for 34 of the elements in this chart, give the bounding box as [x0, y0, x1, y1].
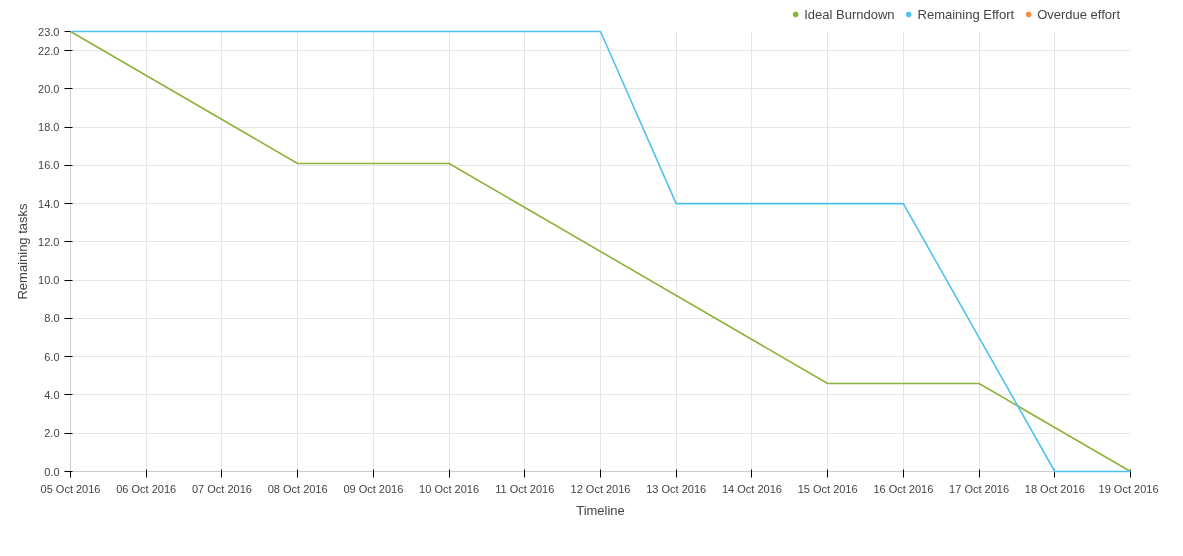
- y-tick-label: 4.0: [44, 388, 60, 401]
- y-tick-label: 20.0: [38, 82, 60, 95]
- y-tick-label: 16.0: [38, 159, 60, 172]
- x-tick-label: 09 Oct 2016: [343, 482, 404, 495]
- x-tick-label: 16 Oct 2016: [873, 482, 934, 495]
- x-tick-label: 15 Oct 2016: [797, 482, 858, 495]
- line-series: [69, 30, 1132, 473]
- y-tick-label: 8.0: [44, 312, 60, 325]
- legend-label: Overdue effort: [1037, 6, 1120, 22]
- y-tick-label: 23.0: [38, 25, 60, 38]
- x-tick-label: 08 Oct 2016: [267, 482, 328, 495]
- y-tick-label: 22.0: [38, 44, 60, 57]
- y-tick-label: 0.0: [44, 465, 60, 478]
- y-tick-label: 12.0: [38, 235, 60, 248]
- y-tick-label: 10.0: [38, 274, 60, 287]
- x-tick-label: 17 Oct 2016: [949, 482, 1010, 495]
- x-tick-label: 13 Oct 2016: [646, 482, 707, 495]
- y-tick-label: 6.0: [44, 350, 60, 363]
- x-tick-label: 19 Oct 2016: [1098, 482, 1159, 495]
- legend-label: Ideal Burndown: [804, 6, 895, 22]
- y-axis-title: Remaining tasks: [15, 202, 31, 300]
- x-tick-label: 12 Oct 2016: [570, 482, 631, 495]
- x-tick-label: 14 Oct 2016: [721, 482, 782, 495]
- x-tick-label: 05 Oct 2016: [40, 482, 101, 495]
- y-tick-label: 18.0: [38, 121, 60, 134]
- legend-label: Remaining Effort: [917, 6, 1015, 22]
- x-tick-label: 06 Oct 2016: [116, 482, 177, 495]
- x-tick-label: 10 Oct 2016: [419, 482, 480, 495]
- y-tick-label: 14.0: [38, 197, 60, 210]
- x-axis-title: Timeline: [576, 502, 625, 518]
- x-tick-label: 07 Oct 2016: [191, 482, 252, 495]
- y-tick-label: 2.0: [44, 427, 60, 440]
- x-tick-label: 11 Oct 2016: [495, 482, 555, 495]
- x-tick-label: 18 Oct 2016: [1024, 482, 1085, 495]
